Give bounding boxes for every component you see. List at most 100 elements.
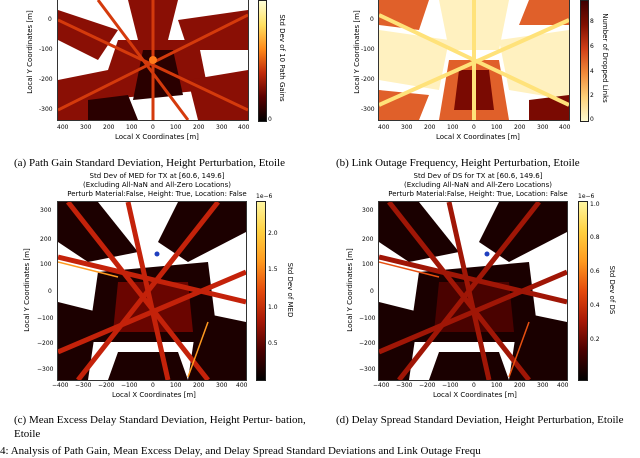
ytick-d-1: 200 (362, 236, 374, 243)
title-c-line3: Perturb Material:False, Height: True, Lo… (67, 190, 247, 198)
cbar-label-a: Std Dev of 10 Path Gains (278, 14, 286, 102)
cbar-label-c: Std Dev of MED (286, 262, 294, 318)
cbar-label-d: Std Dev of DS (608, 265, 616, 315)
xtick-c-0: −400 (52, 382, 69, 389)
heatmap-d-image (379, 202, 567, 380)
title-d: Std Dev of DS for TX at [60.6, 149.6] (E… (378, 172, 578, 199)
xtick-a-7: 300 (216, 124, 228, 131)
title-d-line2: (Excluding All-NaN and All-Zero Location… (403, 181, 552, 189)
xtick-d-2: −200 (419, 382, 436, 389)
ytick-b-1: -100 (361, 46, 375, 53)
ytick-c-6: −300 (37, 366, 54, 373)
ytick-c-3: 0 (48, 288, 52, 295)
xtick-d-4: 0 (472, 382, 476, 389)
colorbar-b (580, 0, 589, 122)
xtick-b-7: 300 (537, 124, 549, 131)
figure-caption: 4: Analysis of Path Gain, Mean Excess De… (0, 445, 481, 457)
xtick-d-3: −100 (442, 382, 459, 389)
xtick-a-1: 300 (80, 124, 92, 131)
cbar-label-b: Number of Dropped Links (601, 13, 609, 103)
xtick-d-6: 200 (514, 382, 526, 389)
xtick-b-4: 0 (472, 124, 476, 131)
xlabel-a: Local X Coordinates [m] (115, 133, 199, 141)
xtick-a-5: 100 (170, 124, 182, 131)
cbar-tick-b-0: 8 (590, 18, 594, 25)
cbar-exp-d: 1e−6 (578, 193, 595, 200)
heatmap-c-image (58, 202, 246, 380)
ytick-d-4: −100 (359, 315, 376, 322)
title-c-line2: (Excluding All-NaN and All-Zero Location… (82, 181, 231, 189)
title-c: Std Dev of MED for TX at [60.6, 149.6] (… (57, 172, 257, 199)
xtick-c-5: 100 (170, 382, 182, 389)
ytick-c-2: 100 (40, 261, 52, 268)
cbar-exp-c: 1e−6 (256, 193, 273, 200)
xlabel-c: Local X Coordinates [m] (112, 391, 196, 399)
ytick-d-3: 0 (370, 288, 374, 295)
xtick-a-8: 400 (238, 124, 250, 131)
cbar-tick-d-2: 0.6 (590, 268, 600, 275)
title-c-line1: Std Dev of MED for TX at [60.6, 149.6] (89, 172, 225, 180)
xtick-c-1: −300 (75, 382, 92, 389)
caption-d: (d) Delay Spread Standard Deviation, Hei… (336, 414, 624, 426)
ytick-c-1: 200 (40, 236, 52, 243)
xtick-b-0: 400 (378, 124, 390, 131)
cbar-tick-d-1: 0.8 (590, 234, 600, 241)
ylabel-d: Local Y Coordinates [m] (346, 248, 354, 332)
xtick-b-1: 300 (401, 124, 413, 131)
title-d-line3: Perturb Material:False, Height: True, Lo… (388, 190, 568, 198)
cbar-tick-d-0: 1.0 (590, 201, 600, 208)
ytick-c-5: −200 (37, 340, 54, 347)
xtick-d-5: 100 (491, 382, 503, 389)
heatmap-a (57, 0, 249, 121)
tx-marker-d (484, 251, 490, 257)
heatmap-c (57, 201, 247, 381)
ytick-d-2: 100 (362, 261, 374, 268)
ytick-c-4: −100 (37, 315, 54, 322)
xtick-a-6: 200 (193, 124, 205, 131)
cbar-tick-d-4: 0.2 (590, 336, 600, 343)
colorbar-d (578, 201, 588, 381)
xlabel-d: Local X Coordinates [m] (433, 391, 517, 399)
caption-c: (c) Mean Excess Delay Standard Deviation… (14, 414, 306, 440)
xtick-b-3: 100 (447, 124, 459, 131)
ytick-d-6: −300 (359, 366, 376, 373)
xtick-d-0: −400 (373, 382, 390, 389)
xtick-a-0: 400 (57, 124, 69, 131)
cbar-tick-b-2: 4 (590, 68, 594, 75)
xtick-c-6: 200 (193, 382, 205, 389)
title-d-line1: Std Dev of DS for TX at [60.6, 149.6] (413, 172, 543, 180)
cbar-tick-c-0: 2.0 (268, 230, 278, 237)
xtick-a-2: 200 (103, 124, 115, 131)
xtick-d-7: 300 (537, 382, 549, 389)
xtick-b-2: 200 (424, 124, 436, 131)
cbar-tick-c-2: 1.0 (268, 304, 278, 311)
cbar-tick-a-0: 0 (268, 116, 272, 123)
ytick-b-2: -200 (361, 76, 375, 83)
ytick-b-0: 0 (370, 16, 374, 23)
xtick-b-6: 200 (514, 124, 526, 131)
heatmap-d (378, 201, 568, 381)
ylabel-c: Local Y Coordinates [m] (23, 248, 31, 332)
cbar-tick-b-4: 0 (590, 116, 594, 123)
ytick-b-3: -300 (361, 106, 375, 113)
xtick-a-3: 100 (126, 124, 138, 131)
xtick-b-5: 100 (491, 124, 503, 131)
xtick-d-1: −300 (396, 382, 413, 389)
xtick-c-4: 0 (151, 382, 155, 389)
xtick-d-8: 400 (557, 382, 569, 389)
ylabel-a: Local Y Coordinates [m] (26, 10, 34, 94)
heatmap-b (378, 0, 570, 121)
xlabel-b: Local X Coordinates [m] (436, 133, 520, 141)
caption-a: (a) Path Gain Standard Deviation, Height… (14, 157, 285, 169)
cbar-tick-b-3: 2 (590, 92, 594, 99)
cbar-tick-d-3: 0.4 (590, 302, 600, 309)
cbar-tick-c-1: 1.5 (268, 266, 278, 273)
heatmap-a-image (58, 0, 248, 120)
ylabel-b: Local Y Coordinates [m] (353, 10, 361, 94)
cbar-tick-c-3: 0.5 (268, 340, 278, 347)
xtick-c-2: −200 (98, 382, 115, 389)
heatmap-b-image (379, 0, 569, 120)
tx-marker-c (154, 251, 160, 257)
xtick-c-7: 300 (216, 382, 228, 389)
colorbar-c (256, 201, 266, 381)
